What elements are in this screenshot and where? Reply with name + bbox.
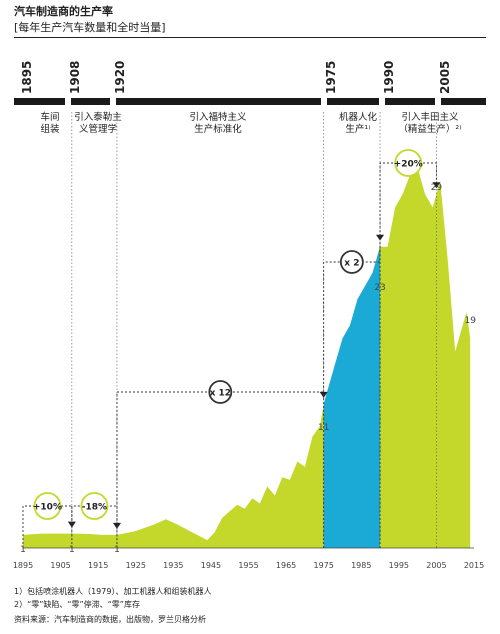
area-segment-2 <box>380 168 471 548</box>
point-value-label: 1 <box>69 545 75 555</box>
x-tick-label: 2005 <box>426 561 446 570</box>
growth-badge-label: +20% <box>394 160 423 170</box>
area-segment-0 <box>23 403 324 548</box>
growth-badge-label: x 12 <box>210 389 231 399</box>
footnote-2: 2）“零”缺陷、“零”停滞、“零”库存 <box>14 600 140 609</box>
growth-badge <box>80 492 109 520</box>
point-value-label: 19 <box>465 316 477 326</box>
growth-badge-label: x 2 <box>344 259 359 269</box>
growth-badge-label: -18% <box>82 503 107 513</box>
timeline-separator <box>435 97 441 106</box>
x-tick-label: 2015 <box>464 561 484 570</box>
x-tick-label: 1925 <box>126 561 146 570</box>
era-label-3: 机器人化 生产¹⁾ <box>338 112 377 135</box>
era-label-2: 引入福特主义 生产标准化 <box>189 112 247 135</box>
timeline-separator <box>65 97 71 106</box>
chart-title: 汽车制造商的生产率 <box>14 5 113 18</box>
point-value-label: 1 <box>20 545 26 555</box>
x-tick-label: 1895 <box>13 561 33 570</box>
growth-badge <box>33 492 62 520</box>
x-tick-label: 1915 <box>88 561 108 570</box>
era-label-1: 引入泰勒主 义管理学 <box>74 112 122 135</box>
x-tick-label: 1965 <box>276 561 296 570</box>
growth-badge-label: +10% <box>33 503 62 513</box>
timeline-separator <box>321 97 327 106</box>
era-label-4: 引入丰田主义 （精益生产）²⁾ <box>398 112 462 135</box>
chart-subtitle: [每年生产汽车数量和全时当量] <box>14 21 166 34</box>
timeline-bar <box>14 98 486 105</box>
growth-badge <box>339 250 364 274</box>
growth-bracket <box>22 505 73 548</box>
footnote-1: 1）包括喷涂机器人（1979）、加工机器人和组装机器人 <box>14 587 212 596</box>
x-tick-label: 1985 <box>351 561 371 570</box>
growth-arrowhead <box>67 521 76 528</box>
x-tick-label: 1975 <box>313 561 333 570</box>
x-tick-label: 1995 <box>389 561 409 570</box>
point-value-label: 1 <box>114 545 120 555</box>
growth-arrowhead <box>432 182 441 189</box>
growth-arrowhead <box>376 234 385 241</box>
source-note: 资料来源：汽车制造商的数据，出版物，罗兰贝格分析 <box>14 615 206 624</box>
point-value-label: 11 <box>318 423 329 433</box>
point-value-label: 29 <box>431 183 443 193</box>
timeline-separator <box>379 97 385 106</box>
x-tick-label: 1945 <box>201 561 221 570</box>
area-segment-1 <box>323 246 380 548</box>
timeline-separator <box>110 97 116 106</box>
growth-arrowhead <box>112 522 121 529</box>
header-rule <box>14 37 486 38</box>
era-label-0: 车间 组装 <box>40 112 60 135</box>
x-tick-label: 1955 <box>238 561 258 570</box>
growth-badge <box>394 149 423 177</box>
growth-badge <box>208 380 233 404</box>
point-value-label: 23 <box>374 283 385 293</box>
x-tick-label: 1905 <box>50 561 70 570</box>
x-tick-label: 1935 <box>163 561 183 570</box>
